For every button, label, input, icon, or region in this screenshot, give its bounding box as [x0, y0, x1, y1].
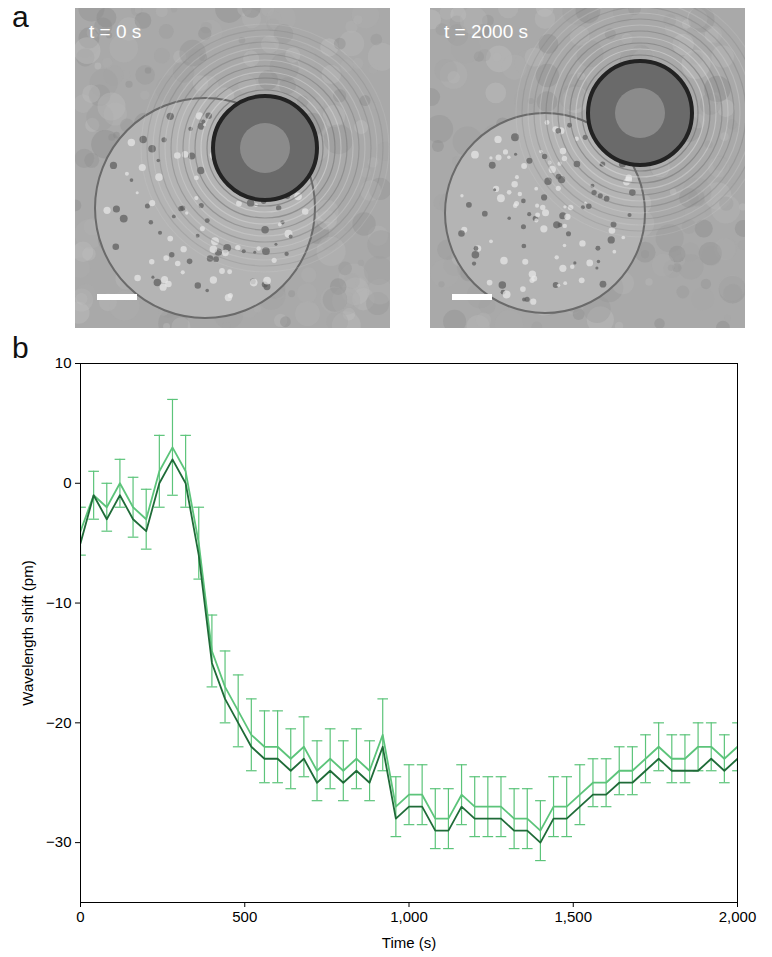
- html-text:b: b: [12, 331, 29, 364]
- html-text:a: a: [12, 0, 29, 33]
- svg-text:1,500: 1,500: [554, 908, 592, 925]
- svg-text:500: 500: [232, 908, 257, 925]
- svg-text:0: 0: [63, 474, 71, 491]
- svg-text:Time (s): Time (s): [382, 934, 436, 951]
- svg-text:t = 2000 s: t = 2000 s: [444, 21, 528, 42]
- svg-text:0: 0: [76, 908, 84, 925]
- svg-text:−30: −30: [46, 833, 71, 850]
- svg-text:−10: −10: [46, 594, 71, 611]
- svg-text:10: 10: [55, 354, 72, 371]
- svg-text:1,000: 1,000: [390, 908, 428, 925]
- svg-text:−20: −20: [46, 714, 71, 731]
- svg-text:Wavelength shift (pm): Wavelength shift (pm): [19, 560, 36, 705]
- svg-text:2,000: 2,000: [719, 908, 757, 925]
- svg-text:t = 0 s: t = 0 s: [89, 21, 141, 42]
